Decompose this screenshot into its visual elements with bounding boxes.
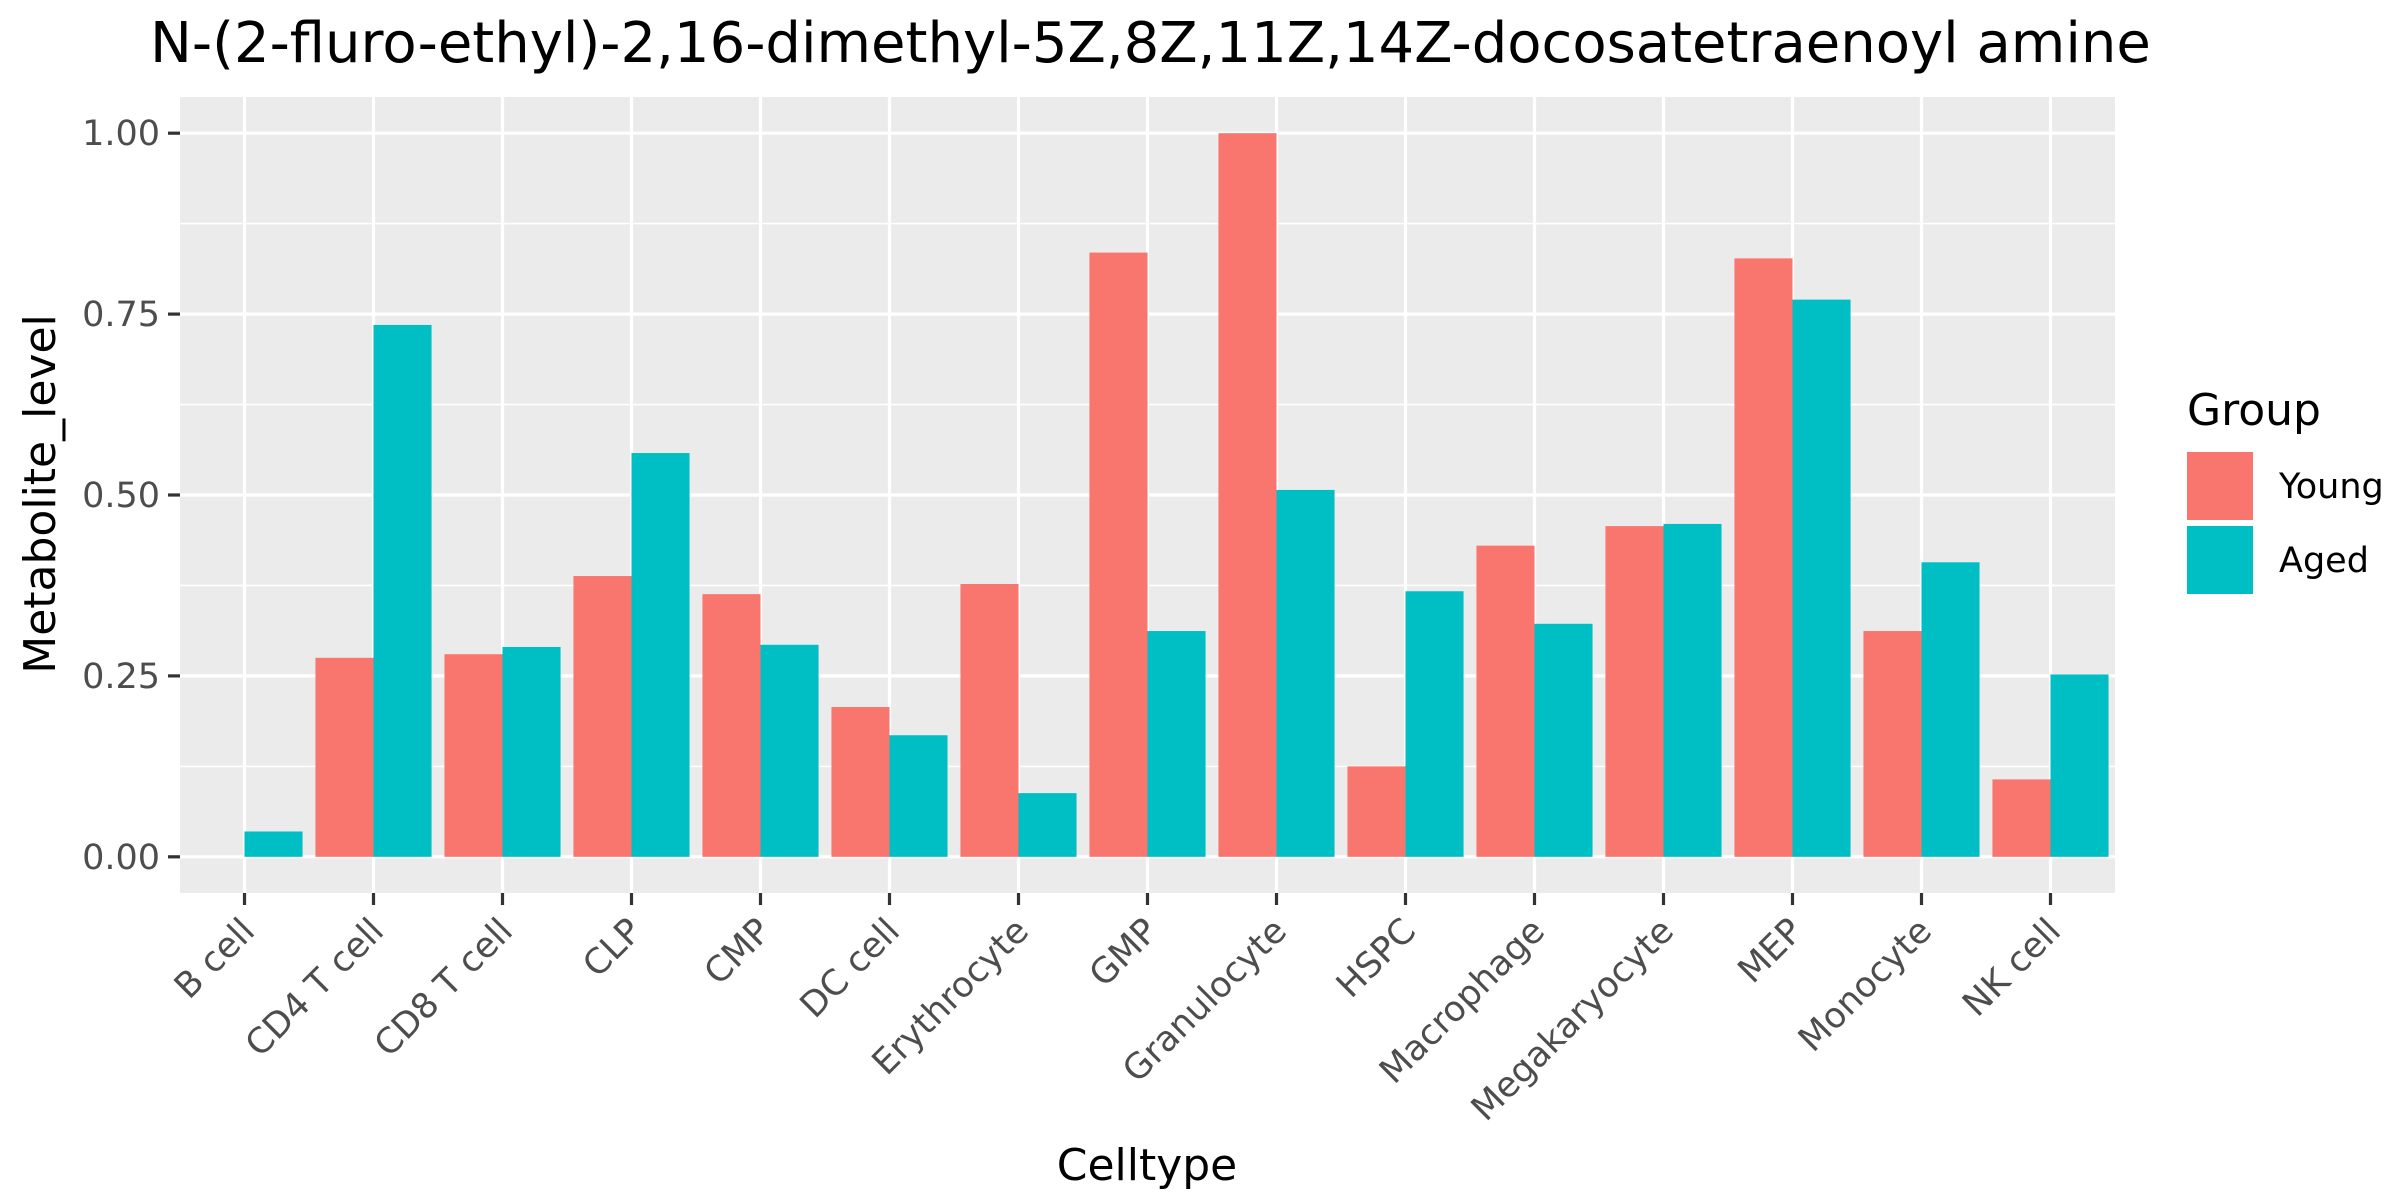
bar-young xyxy=(831,707,890,857)
bar-young xyxy=(1347,766,1406,857)
legend: Group Young Aged xyxy=(2187,385,2384,594)
x-tick-label: HSPC xyxy=(1329,911,1424,1006)
bar-aged xyxy=(1921,562,1980,857)
bar-aged xyxy=(889,735,948,857)
bar-aged xyxy=(1792,299,1851,857)
y-axis-title: Metabolite_level xyxy=(15,314,66,674)
bar-aged xyxy=(760,644,819,857)
bar-young xyxy=(1863,631,1922,857)
y-tick-label: 0.00 xyxy=(82,838,160,878)
bar-young xyxy=(444,654,503,857)
bar-young xyxy=(960,584,1019,857)
bar-aged xyxy=(1405,591,1464,857)
x-tick-label: CD8 T cell xyxy=(367,911,521,1065)
x-tick-label: Monocyte xyxy=(1791,911,1940,1060)
bar-young xyxy=(1605,526,1664,857)
x-tick-label: CD4 T cell xyxy=(238,911,392,1065)
bar-young xyxy=(1992,779,2051,857)
bar-young xyxy=(1734,258,1793,857)
legend-key-young xyxy=(2187,452,2253,520)
legend-title: Group xyxy=(2187,385,2321,436)
y-tick-label: 0.75 xyxy=(82,295,160,335)
x-tick-label: CMP xyxy=(697,911,779,993)
bar-young xyxy=(1476,545,1535,857)
bar-aged xyxy=(2050,674,2109,857)
bar-aged xyxy=(1534,623,1593,857)
x-tick-label: CLP xyxy=(576,911,650,985)
y-tick-label: 0.50 xyxy=(82,476,160,516)
bar-young xyxy=(1089,252,1148,857)
legend-label-young: Young xyxy=(2278,467,2384,507)
bars xyxy=(244,133,2109,857)
chart-title: N-(2-fluro-ethyl)-2,16-dimethyl-5Z,8Z,11… xyxy=(150,11,2151,76)
bar-young xyxy=(702,594,761,857)
bar-aged xyxy=(1147,631,1206,857)
bar-aged xyxy=(373,324,432,857)
y-tick-label: 1.00 xyxy=(82,114,160,154)
bar-aged xyxy=(631,453,690,857)
x-tick-label: GMP xyxy=(1082,911,1166,995)
bar-aged xyxy=(244,831,303,857)
x-tick-label: B cell xyxy=(167,911,263,1007)
bar-young xyxy=(573,576,632,857)
x-axis-title: Celltype xyxy=(1057,1140,1238,1191)
x-tick-label: DC cell xyxy=(793,911,908,1026)
x-tick-label: MEP xyxy=(1731,911,1811,991)
x-tick-label: NK cell xyxy=(1955,911,2068,1024)
bar-aged xyxy=(1663,523,1722,857)
legend-key-aged xyxy=(2187,526,2253,594)
y-axis: 0.00 0.25 0.50 0.75 1.00 xyxy=(82,114,180,878)
bar-aged xyxy=(502,646,561,857)
bar-young xyxy=(315,657,374,857)
bar-young xyxy=(1218,133,1277,857)
bar-aged xyxy=(1276,489,1335,857)
bar-aged xyxy=(1018,793,1077,857)
legend-label-aged: Aged xyxy=(2279,541,2369,581)
y-tick-label: 0.25 xyxy=(82,657,160,697)
